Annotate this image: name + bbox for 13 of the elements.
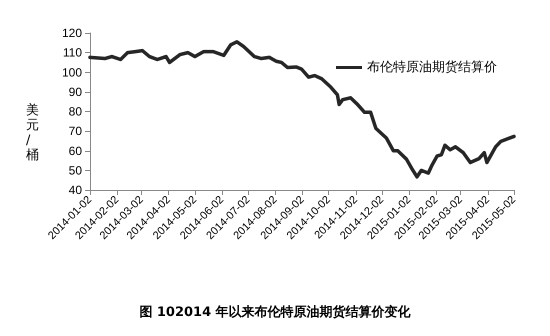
- y-tick-label: 70: [68, 124, 82, 138]
- y-tick-label: 80: [68, 104, 82, 118]
- y-tick-label: 60: [68, 144, 82, 158]
- y-tick-label: 100: [62, 65, 82, 80]
- line-series: [88, 40, 516, 179]
- y-tick-label: 90: [68, 84, 82, 99]
- y-axis-title: 美元/桶: [26, 102, 39, 163]
- y-tick-label: 40: [68, 183, 82, 197]
- y-tick-label: 50: [68, 163, 82, 178]
- y-tick-label: 120: [62, 26, 82, 40]
- y-tick-label: 110: [62, 46, 82, 60]
- legend-label: 布伦特原油期货结算价: [367, 60, 497, 75]
- text: 图 102014 年以来布伦特原油期货结算价变化: [139, 304, 412, 320]
